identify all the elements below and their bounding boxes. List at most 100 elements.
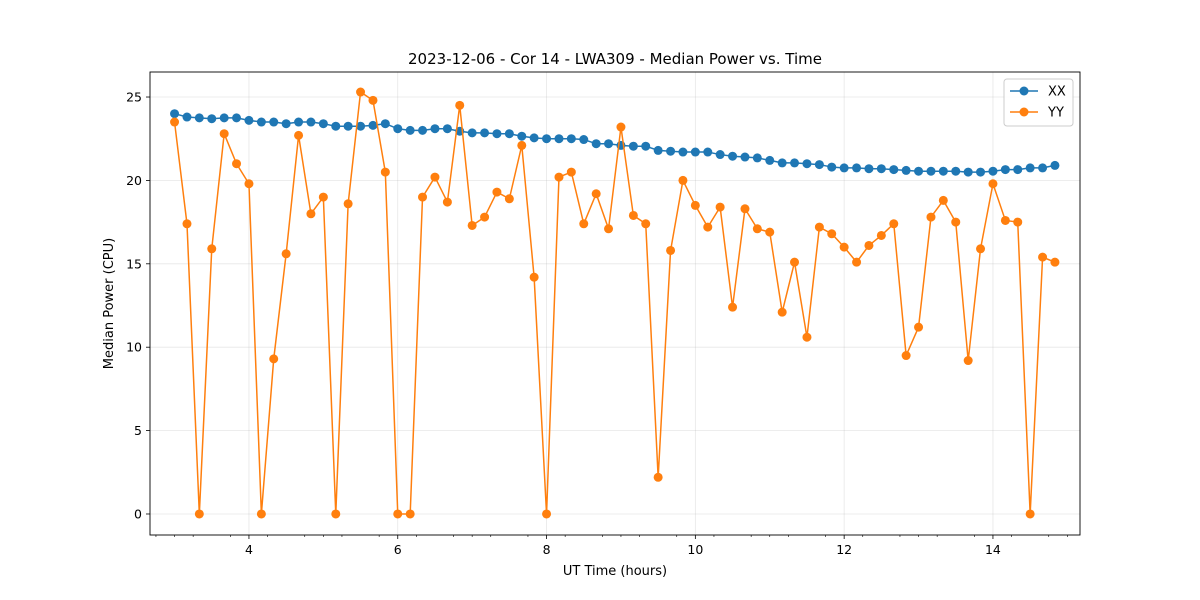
data-point-yy [1013, 217, 1023, 227]
data-point-yy [380, 167, 390, 177]
data-point-xx [740, 152, 750, 162]
data-point-yy [318, 192, 328, 202]
data-point-xx [951, 166, 961, 176]
legend-label-xx: XX [1048, 85, 1066, 100]
data-point-xx [504, 129, 514, 139]
y-axis-label: Median Power (CPU) [102, 238, 117, 369]
data-point-yy [1025, 509, 1035, 519]
data-point-xx [1050, 160, 1060, 170]
data-point-yy [517, 140, 527, 150]
data-point-yy [281, 249, 291, 259]
data-point-xx [703, 147, 713, 157]
data-point-yy [232, 159, 242, 169]
data-point-xx [678, 147, 688, 157]
data-point-yy [752, 224, 762, 234]
data-point-yy [442, 197, 452, 207]
x-tick-label: 6 [394, 542, 402, 557]
data-point-xx [938, 166, 948, 176]
data-point-yy [728, 302, 738, 312]
data-point-yy [393, 509, 403, 519]
legend: XX YY [1003, 78, 1074, 127]
data-point-yy [1050, 257, 1060, 267]
data-point-xx [566, 134, 576, 144]
data-point-xx [244, 115, 254, 125]
data-point-yy [467, 220, 477, 230]
data-point-yy [616, 122, 626, 132]
data-point-yy [988, 179, 998, 189]
data-point-yy [591, 189, 601, 199]
data-point-xx [380, 119, 390, 129]
data-point-xx [232, 113, 242, 123]
data-point-yy [690, 200, 700, 210]
data-point-xx [269, 117, 279, 127]
data-point-xx [752, 153, 762, 163]
data-point-yy [852, 257, 862, 267]
data-point-yy [356, 87, 366, 97]
data-point-yy [554, 172, 564, 182]
data-point-xx [988, 166, 998, 176]
series-yy [170, 87, 1060, 519]
data-point-yy [1000, 215, 1010, 225]
data-point-yy [889, 219, 899, 229]
data-point-yy [864, 240, 874, 250]
data-point-xx [1000, 165, 1010, 175]
data-point-xx [777, 158, 787, 168]
data-point-xx [281, 119, 291, 129]
data-point-yy [901, 351, 911, 361]
data-point-xx [728, 151, 738, 161]
axis-ticks: 4 6 8 10 12 14 0 5 10 15 20 25 [126, 90, 1068, 557]
data-point-yy [666, 245, 676, 255]
data-point-yy [256, 509, 266, 519]
data-point-yy [368, 95, 378, 105]
data-point-yy [331, 509, 341, 519]
plot-area-frame [149, 71, 1081, 536]
data-point-yy [790, 257, 800, 267]
data-point-yy [951, 217, 961, 227]
data-point-xx [790, 158, 800, 168]
data-point-xx [653, 145, 663, 155]
data-point-xx [418, 125, 428, 135]
data-point-yy [182, 219, 192, 229]
data-point-xx [641, 141, 651, 151]
data-point-xx [914, 166, 924, 176]
data-point-yy [207, 244, 217, 254]
data-point-xx [715, 150, 725, 160]
legend-label-yy: YY [1047, 106, 1064, 121]
data-point-xx [579, 135, 589, 145]
data-point-xx [765, 155, 775, 165]
data-point-yy [219, 129, 229, 139]
data-point-yy [653, 472, 663, 482]
data-point-xx [492, 129, 502, 139]
data-point-xx [219, 113, 229, 123]
data-point-xx [405, 125, 415, 135]
data-point-yy [802, 332, 812, 342]
x-tick-label: 8 [543, 542, 551, 557]
data-point-yy [963, 356, 973, 366]
data-point-yy [914, 322, 924, 332]
data-point-xx [963, 167, 973, 177]
data-point-yy [170, 117, 180, 127]
x-tick-label: 10 [687, 542, 703, 557]
data-point-xx [876, 164, 886, 174]
data-point-xx [343, 121, 353, 131]
series-layer [170, 87, 1060, 519]
data-point-xx [368, 120, 378, 130]
data-point-yy [839, 242, 849, 252]
data-point-xx [170, 109, 180, 119]
data-point-yy [306, 209, 316, 219]
y-tick-label: 5 [134, 423, 142, 438]
data-point-yy [294, 130, 304, 140]
data-point-xx [628, 141, 638, 151]
data-point-yy [269, 354, 279, 364]
data-point-yy [678, 175, 688, 185]
data-point-yy [430, 172, 440, 182]
data-point-xx [852, 163, 862, 173]
data-point-xx [827, 162, 837, 172]
data-point-xx [542, 134, 552, 144]
data-point-xx [467, 128, 477, 138]
data-point-xx [331, 121, 341, 131]
data-point-xx [1025, 163, 1035, 173]
data-point-xx [318, 119, 328, 129]
chart-title: 2023-12-06 - Cor 14 - LWA309 - Median Po… [408, 50, 822, 68]
data-point-yy [827, 229, 837, 239]
